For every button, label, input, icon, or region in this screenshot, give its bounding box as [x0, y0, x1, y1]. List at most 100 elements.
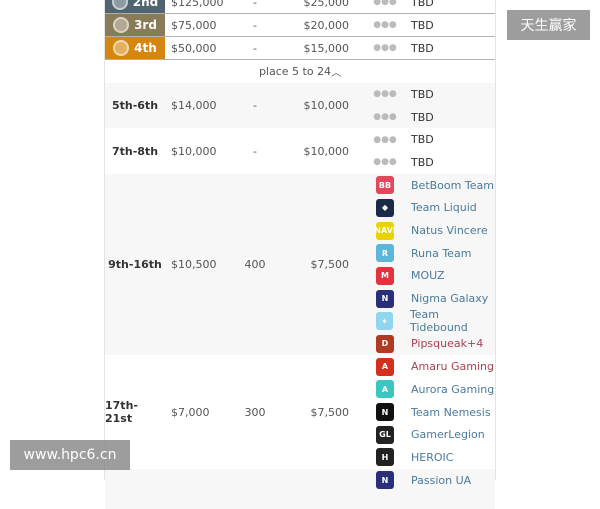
table-row-7th-8th: 7th-8th $10,000 - $10,000 ●●● TBD ●●● TBD: [105, 128, 495, 174]
team-entry[interactable]: BB BetBoom Team: [373, 174, 495, 197]
team-name: TBD: [411, 18, 434, 32]
heroic-logo-icon: H: [376, 448, 394, 467]
team-name[interactable]: Aurora Gaming: [411, 382, 495, 396]
team-placeholder-icon: ●●●: [373, 0, 397, 7]
place-cell: 4th: [105, 37, 165, 59]
team-name[interactable]: BetBoom Team: [411, 178, 494, 192]
prize2-cell: $10,000: [303, 99, 350, 113]
team-name[interactable]: Amaru Gaming: [411, 360, 494, 374]
team-name[interactable]: Team Tidebound: [409, 308, 468, 335]
team-entry: ●●● TBD: [373, 128, 434, 151]
team-entry[interactable]: N Nigma Galaxy: [373, 287, 495, 310]
points-cell: -: [253, 18, 257, 32]
team-entry[interactable]: ✦ Team Tidebound: [373, 308, 495, 335]
team-entry[interactable]: A Aurora Gaming: [373, 378, 494, 401]
prize2-cell: $25,000: [303, 0, 350, 9]
team-cell: ●●● TBD: [373, 0, 434, 13]
amaru-logo-icon: A: [376, 357, 394, 376]
table-row-2nd: 2nd $125,000 - $25,000 ●●● TBD: [105, 0, 495, 14]
team-name: TBD: [411, 41, 434, 55]
team-entry[interactable]: H HEROIC: [373, 446, 494, 469]
prize2-cell: $7,500: [310, 405, 350, 419]
team-name[interactable]: HEROIC: [411, 450, 454, 464]
team-entry[interactable]: D Pipsqueak+4: [373, 333, 495, 356]
team-name[interactable]: Pipsqueak+4: [411, 337, 484, 351]
team-name: TBD: [411, 0, 434, 9]
team-name: TBD: [411, 110, 434, 124]
table-row-3rd: 3rd $75,000 - $20,000 ●●● TBD: [105, 14, 495, 37]
place-cell: 7th-8th: [111, 144, 159, 158]
medal-icon: [111, 0, 128, 10]
team-cell: ●●● TBD: [373, 14, 434, 36]
team-entry: ●●● TBD: [373, 14, 434, 36]
team-entry: ●●● TBD: [373, 0, 434, 13]
team-name[interactable]: Natus Vincere: [411, 224, 488, 238]
medal-icon: [113, 17, 130, 33]
team-entry: ●●● TBD: [373, 37, 434, 59]
team-placeholder-icon: ●●●: [373, 20, 397, 30]
place-cell: 5th-6th: [111, 99, 159, 113]
points-cell: -: [253, 144, 257, 158]
place-cell: 2nd: [105, 0, 165, 13]
table-row-17th-21st: 17th-21st $7,000 300 $7,500 A Amaru Gaming A Au…: [105, 355, 495, 469]
place-cell: 9th-16th: [108, 258, 162, 272]
watermark-top-right: 天生赢家: [507, 10, 590, 40]
prize-cell: $75,000: [171, 18, 217, 32]
team-entry[interactable]: ◆ Team Liquid: [373, 196, 495, 219]
place-cell: 3rd: [105, 14, 165, 36]
prize2-cell: $15,000: [303, 41, 350, 55]
team-entry[interactable]: N Passion UA: [373, 469, 471, 492]
prize-cell: $10,500: [171, 258, 217, 272]
team-entry: ●●● TBD: [373, 151, 434, 174]
points-cell: -: [253, 0, 257, 9]
team-entry[interactable]: A Amaru Gaming: [373, 355, 494, 378]
team-placeholder-icon: ●●●: [373, 157, 397, 168]
team-name[interactable]: Runa Team: [411, 246, 472, 260]
team-cell: ●●● TBD: [373, 37, 434, 59]
team-entry[interactable]: R Runa Team: [373, 242, 495, 265]
nigma-logo-icon: N: [376, 471, 394, 490]
team-name[interactable]: Team Liquid: [411, 201, 477, 215]
team-cell: ●●● TBD ●●● TBD: [373, 128, 434, 173]
aurora-logo-icon: A: [376, 380, 394, 399]
team-name[interactable]: MOUZ: [411, 269, 445, 283]
points-cell: -: [253, 41, 257, 55]
prize-cell: $50,000: [171, 41, 217, 55]
gamerlegion-logo-icon: GL: [376, 425, 394, 444]
team-placeholder-icon: ●●●: [373, 89, 397, 100]
team-name[interactable]: Passion UA: [411, 473, 472, 487]
team-entry: ●●● TBD: [373, 106, 434, 129]
nemesis-logo-icon: N: [376, 403, 394, 422]
table-row-5th-6th: 5th-6th $14,000 - $10,000 ●●● TBD ●●● TBD: [105, 83, 495, 129]
prize-cell: $125,000: [171, 0, 224, 9]
place-label: 4th: [134, 41, 157, 55]
place-label: 2nd: [132, 0, 159, 9]
place-toggle[interactable]: place 5 to 24 ︿: [105, 60, 495, 83]
points-cell: 400: [244, 258, 266, 272]
team-entry[interactable]: M MOUZ: [373, 265, 495, 288]
team-name[interactable]: Nigma Galaxy: [411, 292, 489, 306]
team-placeholder-icon: ●●●: [373, 43, 397, 53]
table-row-9th-16th: 9th-16th $10,500 400 $7,500 BB BetBoom Team ◆ T…: [105, 173, 495, 356]
liquid-logo-icon: ◆: [376, 198, 394, 217]
medal-icon: [113, 40, 130, 56]
team-entry[interactable]: GL GamerLegion: [373, 423, 494, 446]
prize2-cell: $7,500: [310, 258, 350, 272]
table-row-partial: N Passion UA: [105, 468, 495, 509]
prize-cell: $14,000: [171, 99, 217, 113]
team-name[interactable]: GamerLegion: [411, 428, 485, 442]
prize2-cell: $20,000: [303, 18, 350, 32]
team-name[interactable]: Team Nemesis: [411, 405, 491, 419]
team-entry[interactable]: NAVI Natus Vincere: [373, 219, 495, 242]
place-toggle-label: place 5 to 24: [258, 65, 332, 78]
table-row-4th: 4th $50,000 - $15,000 ●●● TBD: [105, 37, 495, 60]
place-label: 3rd: [134, 18, 157, 32]
place-toggle-row[interactable]: place 5 to 24 ︿: [105, 60, 495, 83]
team-name: TBD: [411, 87, 434, 101]
prize-cell: $7,000: [171, 405, 210, 419]
betboom-logo-icon: BB: [376, 176, 394, 195]
team-name: TBD: [411, 155, 434, 169]
team-entry[interactable]: N Team Nemesis: [373, 401, 494, 424]
team-placeholder-icon: ●●●: [373, 112, 397, 123]
team-cell: A Amaru Gaming A Aurora Gaming N Team Nemesis…: [373, 355, 494, 468]
